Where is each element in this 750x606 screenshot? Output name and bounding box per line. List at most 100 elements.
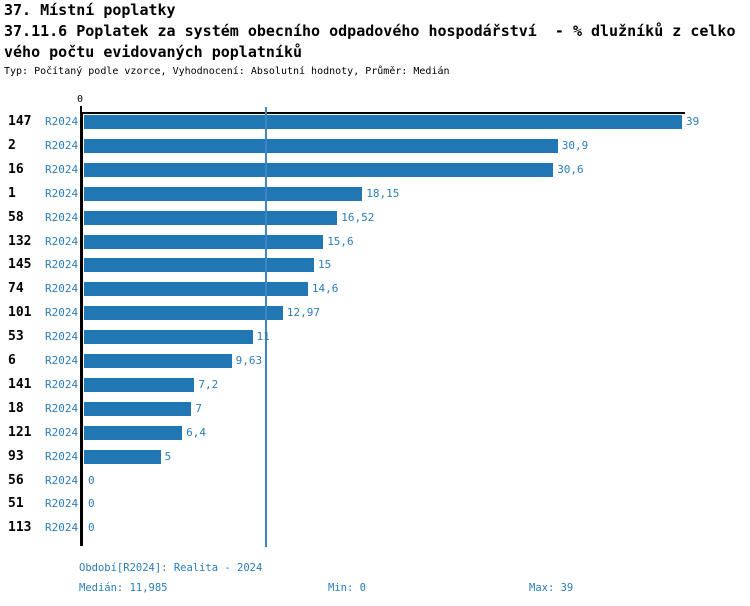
row-value-label: 7 xyxy=(195,401,202,415)
row-id-label: 51 xyxy=(8,496,24,512)
row-id-label: 6 xyxy=(8,353,16,368)
row-bar xyxy=(84,115,682,129)
row-bar xyxy=(84,354,232,368)
row-value-label: 0 xyxy=(88,473,95,487)
row-id-label: 53 xyxy=(8,329,24,345)
row-value-label: 15,6 xyxy=(327,234,354,248)
chart-row: 113 R2024 0 xyxy=(0,521,750,536)
row-id-label: 132 xyxy=(8,233,32,249)
row-period-label: R2024 xyxy=(45,282,79,296)
row-value-label: 0 xyxy=(88,497,95,511)
row-id-label: 93 xyxy=(8,448,24,464)
row-bar xyxy=(84,377,195,392)
axis-vertical-line xyxy=(80,112,83,546)
chart-row: 51 R2024 0 xyxy=(0,497,750,512)
row-period-label: R2024 xyxy=(45,497,79,511)
row-period-label: R2024 xyxy=(45,473,79,487)
row-period-label: R2024 xyxy=(45,401,79,415)
row-value-label: 30,9 xyxy=(561,138,589,152)
row-period-label: R2024 xyxy=(45,258,79,272)
row-value-label: 16,52 xyxy=(341,210,375,224)
row-bar xyxy=(84,306,283,321)
row-id-label: 141 xyxy=(8,376,32,392)
chart-row: 53 R2024 11 xyxy=(0,330,750,345)
row-period-label: R2024 xyxy=(45,377,79,391)
chart-row: 58 R2024 16,52 xyxy=(0,209,750,226)
chart-row: 132 R2024 15,6 xyxy=(0,233,750,250)
row-id-label: 2 xyxy=(8,137,16,153)
row-bar xyxy=(84,258,314,273)
chart-row: 145 R2024 15 xyxy=(0,258,750,273)
row-bar xyxy=(84,234,324,249)
row-value-label: 18,15 xyxy=(366,186,400,200)
row-bar xyxy=(84,162,554,177)
row-period-label: R2024 xyxy=(45,210,79,224)
row-period-label: R2024 xyxy=(45,354,79,367)
chart-row: 2 R2024 30,9 xyxy=(0,137,750,154)
row-period-label: R2024 xyxy=(45,330,79,344)
row-period-label: R2024 xyxy=(45,449,79,463)
row-value-label: 14,6 xyxy=(311,282,339,296)
median-marker-line xyxy=(264,107,267,547)
chart-row: 121 R2024 6,4 xyxy=(0,424,750,441)
chart-row: 1 R2024 18,15 xyxy=(0,185,750,202)
row-bar xyxy=(84,449,161,464)
report-subtitle-line2: vého počtu evidovaných poplatníků xyxy=(4,43,303,61)
report-meta-line: Typ: Počítaný podle vzorce, Vyhodnocení:… xyxy=(4,66,450,77)
row-period-label: R2024 xyxy=(45,306,79,320)
axis-zero-label: 0 xyxy=(77,94,84,105)
row-id-label: 1 xyxy=(8,185,16,201)
row-id-label: 113 xyxy=(8,520,32,536)
footer-min-label: Min: 0 xyxy=(328,582,366,594)
row-id-label: 121 xyxy=(8,424,32,440)
row-bar xyxy=(84,330,253,345)
row-value-label: 11 xyxy=(256,330,270,344)
row-value-label: 15 xyxy=(318,258,332,272)
row-id-label: 74 xyxy=(8,281,24,297)
chart-row: 18 R2024 7 xyxy=(0,400,750,417)
row-bar xyxy=(84,186,363,201)
row-id-label: 16 xyxy=(8,161,24,177)
chart-row: 6 R2024 9,63 xyxy=(0,354,750,369)
row-value-label: 12,97 xyxy=(286,306,320,320)
footer-max-label: Max: 39 xyxy=(529,582,574,594)
footer-median-label: Medián: 11,985 xyxy=(79,582,168,594)
footer-period-label: Období[R2024]: Realita - 2024 xyxy=(79,562,263,574)
report-title: 37. Místní poplatky xyxy=(4,1,176,19)
row-id-label: 145 xyxy=(8,257,32,273)
chart-row: 141 R2024 7,2 xyxy=(0,376,750,393)
chart-row: 101 R2024 12,97 xyxy=(0,306,750,321)
row-bar xyxy=(84,401,192,416)
row-bar xyxy=(84,210,338,225)
row-period-label: R2024 xyxy=(45,521,79,535)
row-bar xyxy=(84,425,183,440)
row-value-label: 39 xyxy=(686,115,700,128)
row-bar xyxy=(84,282,308,297)
axis-top-line xyxy=(81,112,685,114)
row-bar xyxy=(84,138,558,153)
row-value-label: 7,2 xyxy=(198,377,219,391)
row-value-label: 9,63 xyxy=(235,354,263,367)
chart-row: 74 R2024 14,6 xyxy=(0,282,750,297)
chart-row: 93 R2024 5 xyxy=(0,448,750,465)
chart-row: 147 R2024 39 xyxy=(0,115,750,130)
row-period-label: R2024 xyxy=(45,425,79,439)
row-value-label: 5 xyxy=(164,449,172,463)
chart-row: 56 R2024 0 xyxy=(0,472,750,489)
row-id-label: 101 xyxy=(8,305,32,321)
row-value-label: 6,4 xyxy=(186,425,206,439)
chart-row: 16 R2024 30,6 xyxy=(0,161,750,178)
row-period-label: R2024 xyxy=(45,186,79,200)
row-id-label: 147 xyxy=(8,114,32,129)
row-period-label: R2024 xyxy=(45,234,79,248)
row-value-label: 30,6 xyxy=(557,162,584,176)
row-id-label: 18 xyxy=(8,400,24,416)
row-period-label: R2024 xyxy=(45,115,79,128)
row-id-label: 56 xyxy=(8,472,24,488)
row-id-label: 58 xyxy=(8,209,24,225)
row-period-label: R2024 xyxy=(45,162,79,176)
row-period-label: R2024 xyxy=(45,138,79,152)
axis-zero-tick-mark xyxy=(80,106,82,113)
report-subtitle-line1: 37.11.6 Poplatek za systém obecního odpa… xyxy=(4,22,736,40)
